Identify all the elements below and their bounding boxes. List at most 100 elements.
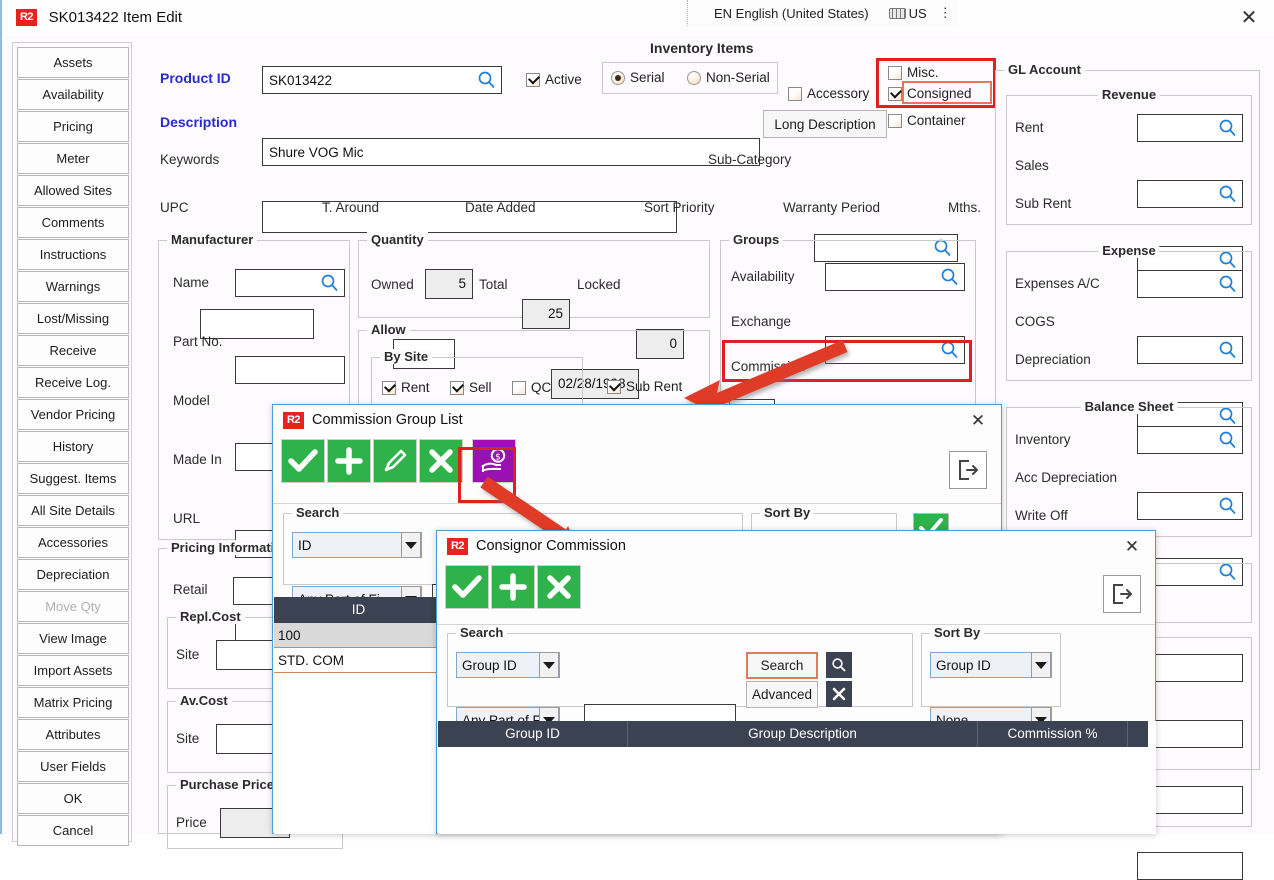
sidebar-item-all-site-details[interactable]: All Site Details: [17, 495, 129, 526]
ime-language-bar[interactable]: EN English (United States) US ⋮: [687, 0, 957, 26]
search-icon[interactable]: [1218, 496, 1237, 515]
serial-radio[interactable]: Serial: [611, 70, 665, 85]
consignor-commission-button[interactable]: $: [472, 439, 516, 483]
keywords-input[interactable]: [262, 201, 677, 233]
sidebar-item-receive-log[interactable]: Receive Log.: [17, 367, 129, 398]
non-serial-radio[interactable]: Non-Serial: [687, 70, 770, 85]
sidebar-item-allowed-sites[interactable]: Allowed Sites: [17, 175, 129, 206]
sell-checkbox[interactable]: Sell: [450, 380, 492, 395]
revenue-rent-input[interactable]: [1137, 114, 1243, 142]
cgl-column-id[interactable]: ID: [274, 597, 444, 623]
sidebar-item-pricing[interactable]: Pricing: [17, 111, 129, 142]
search-icon[interactable]: [1218, 340, 1237, 359]
cc-magnify-button[interactable]: [826, 652, 852, 678]
search-icon[interactable]: [320, 273, 339, 292]
add-button[interactable]: [491, 565, 535, 609]
sidebar-item-lost-missing[interactable]: Lost/Missing: [17, 303, 129, 334]
search-icon[interactable]: [1218, 406, 1237, 425]
table-row[interactable]: STD. COM: [274, 648, 444, 673]
add-button[interactable]: [327, 439, 371, 483]
qc-checkbox[interactable]: QC: [512, 380, 551, 395]
sidebar-item-history[interactable]: History: [17, 431, 129, 462]
edit-button[interactable]: [373, 439, 417, 483]
sidebar-item-warnings[interactable]: Warnings: [17, 271, 129, 302]
date-added-label: Date Added: [465, 200, 536, 215]
groups-exchange-input[interactable]: [825, 336, 965, 364]
groups-availability-input[interactable]: [825, 263, 965, 291]
sidebar-item-view-image[interactable]: View Image: [17, 623, 129, 654]
sub-category-input[interactable]: [814, 234, 958, 262]
sidebar-item-suggest-items[interactable]: Suggest. Items: [17, 463, 129, 494]
cc-search-button[interactable]: Search: [746, 652, 818, 679]
sidebar-item-vendor-pricing[interactable]: Vendor Pricing: [17, 399, 129, 430]
sidebar-item-instructions[interactable]: Instructions: [17, 239, 129, 270]
description-input[interactable]: Shure VOG Mic: [262, 138, 760, 166]
revenue-sales-input[interactable]: [1137, 180, 1243, 208]
delete-button[interactable]: [537, 565, 581, 609]
cc-search-field-select[interactable]: Group ID: [456, 652, 560, 678]
search-icon[interactable]: [1218, 562, 1237, 581]
close-icon[interactable]: ✕: [1240, 7, 1258, 29]
expense-expenses-ac-input[interactable]: [1137, 270, 1243, 298]
consigned-checkbox[interactable]: Consigned: [888, 86, 972, 101]
exit-button[interactable]: [1103, 575, 1141, 613]
chevron-down-icon[interactable]: [539, 652, 559, 678]
search-icon[interactable]: [1218, 274, 1237, 293]
container-checkbox[interactable]: Container: [888, 113, 966, 128]
sidebar-item-accessories[interactable]: Accessories: [17, 527, 129, 558]
close-icon[interactable]: ✕: [970, 411, 986, 430]
chevron-down-icon[interactable]: [1031, 652, 1051, 678]
search-icon[interactable]: [940, 267, 959, 286]
sidebar-item-depreciation[interactable]: Depreciation: [17, 559, 129, 590]
balance-inventory-input[interactable]: [1137, 426, 1243, 454]
close-icon[interactable]: ✕: [1124, 537, 1140, 556]
product-id-input[interactable]: SK013422: [262, 66, 502, 94]
ime-keyboard-layout[interactable]: US: [888, 6, 927, 21]
table-row[interactable]: 100: [274, 623, 444, 648]
sidebar-item-import-assets[interactable]: Import Assets: [17, 655, 129, 686]
accessory-checkbox[interactable]: Accessory: [788, 86, 869, 101]
sidebar-item-receive[interactable]: Receive: [17, 335, 129, 366]
search-icon[interactable]: [477, 70, 496, 89]
search-icon[interactable]: [1218, 184, 1237, 203]
cc-clear-button[interactable]: [826, 681, 852, 707]
search-icon[interactable]: [1218, 118, 1237, 137]
misc-checkbox[interactable]: Misc.: [888, 65, 939, 80]
chevron-down-icon[interactable]: [401, 532, 421, 558]
manufacturer-part-no-input[interactable]: [235, 356, 345, 384]
accept-button[interactable]: [281, 439, 325, 483]
expense-cogs-input[interactable]: [1137, 336, 1243, 364]
cc-advanced-button[interactable]: Advanced: [746, 681, 818, 708]
gl-extra-input-4[interactable]: [1137, 852, 1243, 880]
rent-checkbox[interactable]: Rent: [382, 380, 430, 395]
sidebar-item-user-fields[interactable]: User Fields: [17, 751, 129, 782]
sidebar-item-assets[interactable]: Assets: [17, 47, 129, 78]
active-checkbox[interactable]: Active: [526, 72, 582, 87]
sidebar-item-comments[interactable]: Comments: [17, 207, 129, 238]
sidebar-item-ok[interactable]: OK: [17, 783, 129, 814]
long-description-button[interactable]: Long Description: [763, 110, 887, 138]
sidebar-item-availability[interactable]: Availability: [17, 79, 129, 110]
delete-button[interactable]: [419, 439, 463, 483]
ime-more-icon[interactable]: ⋮: [938, 5, 952, 20]
cc-column-commission-pct[interactable]: Commission %: [978, 721, 1128, 747]
manufacturer-name-input[interactable]: [235, 269, 345, 297]
accept-button[interactable]: [445, 565, 489, 609]
upc-input[interactable]: [200, 309, 314, 339]
search-icon[interactable]: [940, 340, 959, 359]
sidebar-item-matrix-pricing[interactable]: Matrix Pricing: [17, 687, 129, 718]
cgl-search-field-select[interactable]: ID: [292, 532, 422, 558]
cc-sort-by-group: Sort By Group ID None: [921, 625, 1061, 733]
search-icon[interactable]: [1218, 430, 1237, 449]
sidebar-item-meter[interactable]: Meter: [17, 143, 129, 174]
exit-button[interactable]: [949, 451, 987, 489]
sidebar-item-attributes[interactable]: Attributes: [17, 719, 129, 750]
sidebar-item-cancel[interactable]: Cancel: [17, 815, 129, 846]
cc-sort-primary-select[interactable]: Group ID: [930, 652, 1052, 678]
r2-logo-icon: R2: [16, 9, 37, 27]
cc-column-group-description[interactable]: Group Description: [628, 721, 978, 747]
balance-acc-depreciation-input[interactable]: [1137, 492, 1243, 520]
search-icon[interactable]: [1218, 250, 1237, 269]
sub-rent-checkbox[interactable]: Sub Rent: [607, 379, 682, 394]
cc-column-group-id[interactable]: Group ID: [438, 721, 628, 747]
